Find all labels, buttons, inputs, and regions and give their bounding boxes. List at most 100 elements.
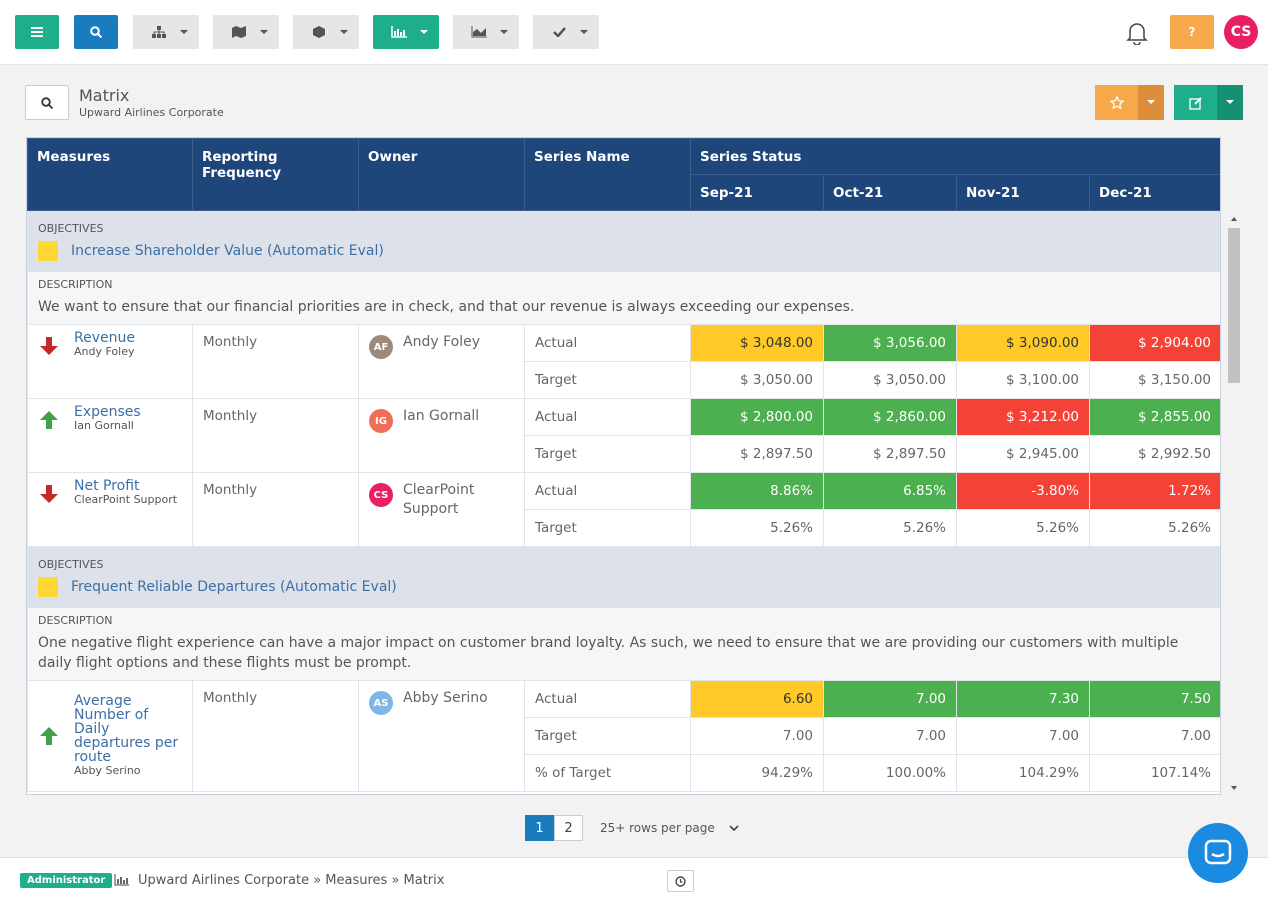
owner-cell: AF Andy Foley: [358, 324, 525, 399]
frequency-cell: Monthly: [192, 324, 359, 399]
area-menu[interactable]: [453, 15, 519, 49]
objective-row: OBJECTIVES Increase Shareholder Value (Au…: [27, 210, 1220, 272]
measure-text: Net Profit ClearPoint Support: [74, 479, 177, 507]
measure-cell: Average Number of Daily departures per r…: [27, 680, 193, 792]
series-row: Average Number of Daily departures per r…: [27, 680, 1220, 792]
series-value: 6.85%: [823, 472, 957, 510]
series-value: 7.00: [690, 717, 824, 755]
column-header: Owner: [358, 138, 525, 211]
edit-dropdown[interactable]: [1217, 85, 1243, 120]
trend-arrow: [40, 485, 58, 503]
measure-text: Average Number of Daily departures per r…: [74, 694, 182, 778]
series-value: 7.00: [956, 717, 1090, 755]
search-button[interactable]: [74, 15, 118, 49]
owner-wrap: CS ClearPoint Support: [369, 481, 514, 519]
measure-name[interactable]: Expenses: [74, 404, 141, 420]
series-name: Target: [524, 435, 691, 473]
breadcrumb[interactable]: Upward Airlines Corporate » Measures » M…: [138, 873, 445, 888]
series-value: $ 2,904.00: [1088, 324, 1220, 362]
series-value: $ 2,945.00: [956, 435, 1090, 473]
series-name: Actual: [524, 398, 691, 436]
map-menu[interactable]: [213, 15, 279, 49]
chat-launcher[interactable]: [1188, 823, 1248, 883]
page-search[interactable]: [25, 85, 69, 120]
series-value: $ 3,090.00: [956, 324, 1090, 362]
objective-name[interactable]: Frequent Reliable Departures (Automatic …: [71, 578, 397, 595]
rows-per-page-caret[interactable]: [729, 825, 739, 832]
series-name: Target: [524, 361, 691, 399]
help-button[interactable]: ?: [1170, 15, 1214, 49]
series-name: Actual: [524, 324, 691, 362]
series-value: $ 2,800.00: [690, 398, 824, 436]
favorite-button[interactable]: [1095, 85, 1138, 120]
owner-name: Ian Gornall: [403, 408, 480, 424]
owner-name: Andy Foley: [403, 334, 480, 350]
column-header: Reporting Frequency: [192, 138, 359, 211]
series-value: 7.50: [1088, 680, 1220, 718]
measure-name[interactable]: Average Number of Daily departures per r…: [74, 693, 179, 765]
series-value: 6.60: [690, 680, 824, 718]
series-value: 5.26%: [1088, 509, 1220, 547]
series-row: % of Target 94.29% 100.00% 104.29% 107.14%: [28, 754, 1220, 792]
user-avatar[interactable]: CS: [1224, 15, 1258, 49]
period-header: Dec-21: [1088, 174, 1220, 211]
trend-arrow-shape: [40, 411, 58, 429]
series-value: $ 3,100.00: [956, 361, 1090, 399]
org-menu[interactable]: [133, 15, 199, 49]
objective-name[interactable]: Increase Shareholder Value (Automatic Ev…: [71, 242, 384, 259]
frequency-cell: Monthly: [192, 472, 359, 547]
owner-cell: CS ClearPoint Support: [358, 472, 525, 547]
check-menu[interactable]: [533, 15, 599, 49]
owner-avatar: IG: [369, 409, 393, 433]
series-value: $ 2,855.00: [1088, 398, 1220, 436]
notifications[interactable]: [1126, 21, 1148, 45]
cube-menu[interactable]: [293, 15, 359, 49]
scrollbar-thumb[interactable]: [1228, 228, 1240, 383]
breadcrumb-icon: [114, 874, 129, 886]
column-header: Measures: [27, 138, 193, 211]
description-label: DESCRIPTION: [38, 278, 113, 291]
favorite-dropdown[interactable]: [1138, 85, 1164, 120]
role-badge: Administrator: [20, 873, 113, 888]
series-row: Target $ 2,897.50 $ 2,897.50 $ 2,945.00 $ 2,…: [28, 435, 1220, 473]
series-name: % of Target: [524, 754, 691, 792]
page-title: Matrix: [79, 86, 130, 105]
series-name: Actual: [524, 472, 691, 510]
description-label: DESCRIPTION: [38, 614, 113, 627]
series-value: 104.29%: [956, 754, 1090, 792]
edit-button[interactable]: [1174, 85, 1217, 120]
page-button[interactable]: 2: [554, 815, 583, 841]
description-cell: DESCRIPTION We want to ensure that our fi…: [27, 271, 1220, 325]
matrix-table: Measures Reporting Frequency Owner Series N…: [26, 137, 1221, 795]
measure-cell: Revenue Andy Foley: [27, 324, 193, 399]
objectives-label: OBJECTIVES: [38, 221, 104, 235]
description-text: One negative flight experience can have …: [38, 635, 1179, 671]
trend-arrow-shape: [40, 727, 58, 745]
series-value: 94.29%: [690, 754, 824, 792]
charts-menu[interactable]: [373, 15, 439, 49]
series-name: Target: [524, 717, 691, 755]
page-button[interactable]: 1: [525, 815, 554, 841]
series-value: 5.26%: [956, 509, 1090, 547]
rows-per-page[interactable]: 25+ rows per page: [600, 821, 715, 835]
series-row: Target 7.00 7.00 7.00 7.00: [28, 717, 1220, 755]
series-value: $ 3,050.00: [823, 361, 957, 399]
history-button[interactable]: [667, 870, 694, 892]
owner-wrap: AS Abby Serino: [369, 689, 514, 715]
series-value: 5.26%: [690, 509, 824, 547]
measure-text: Expenses Ian Gornall: [74, 405, 141, 433]
menu-button[interactable]: [15, 15, 59, 49]
page-subtitle: Upward Airlines Corporate: [79, 106, 224, 119]
owner-wrap: IG Ian Gornall: [369, 407, 514, 433]
measure-name[interactable]: Net Profit: [74, 478, 140, 494]
measure-name[interactable]: Revenue: [74, 330, 135, 346]
owner-wrap: AF Andy Foley: [369, 333, 514, 359]
objectives-label: OBJECTIVES: [38, 557, 104, 571]
series-value: $ 2,992.50: [1088, 435, 1220, 473]
series-name: Target: [524, 509, 691, 547]
measure-owner: Andy Foley: [74, 345, 135, 358]
measure-wrap: Net Profit ClearPoint Support: [38, 479, 182, 540]
series-value: $ 2,860.00: [823, 398, 957, 436]
